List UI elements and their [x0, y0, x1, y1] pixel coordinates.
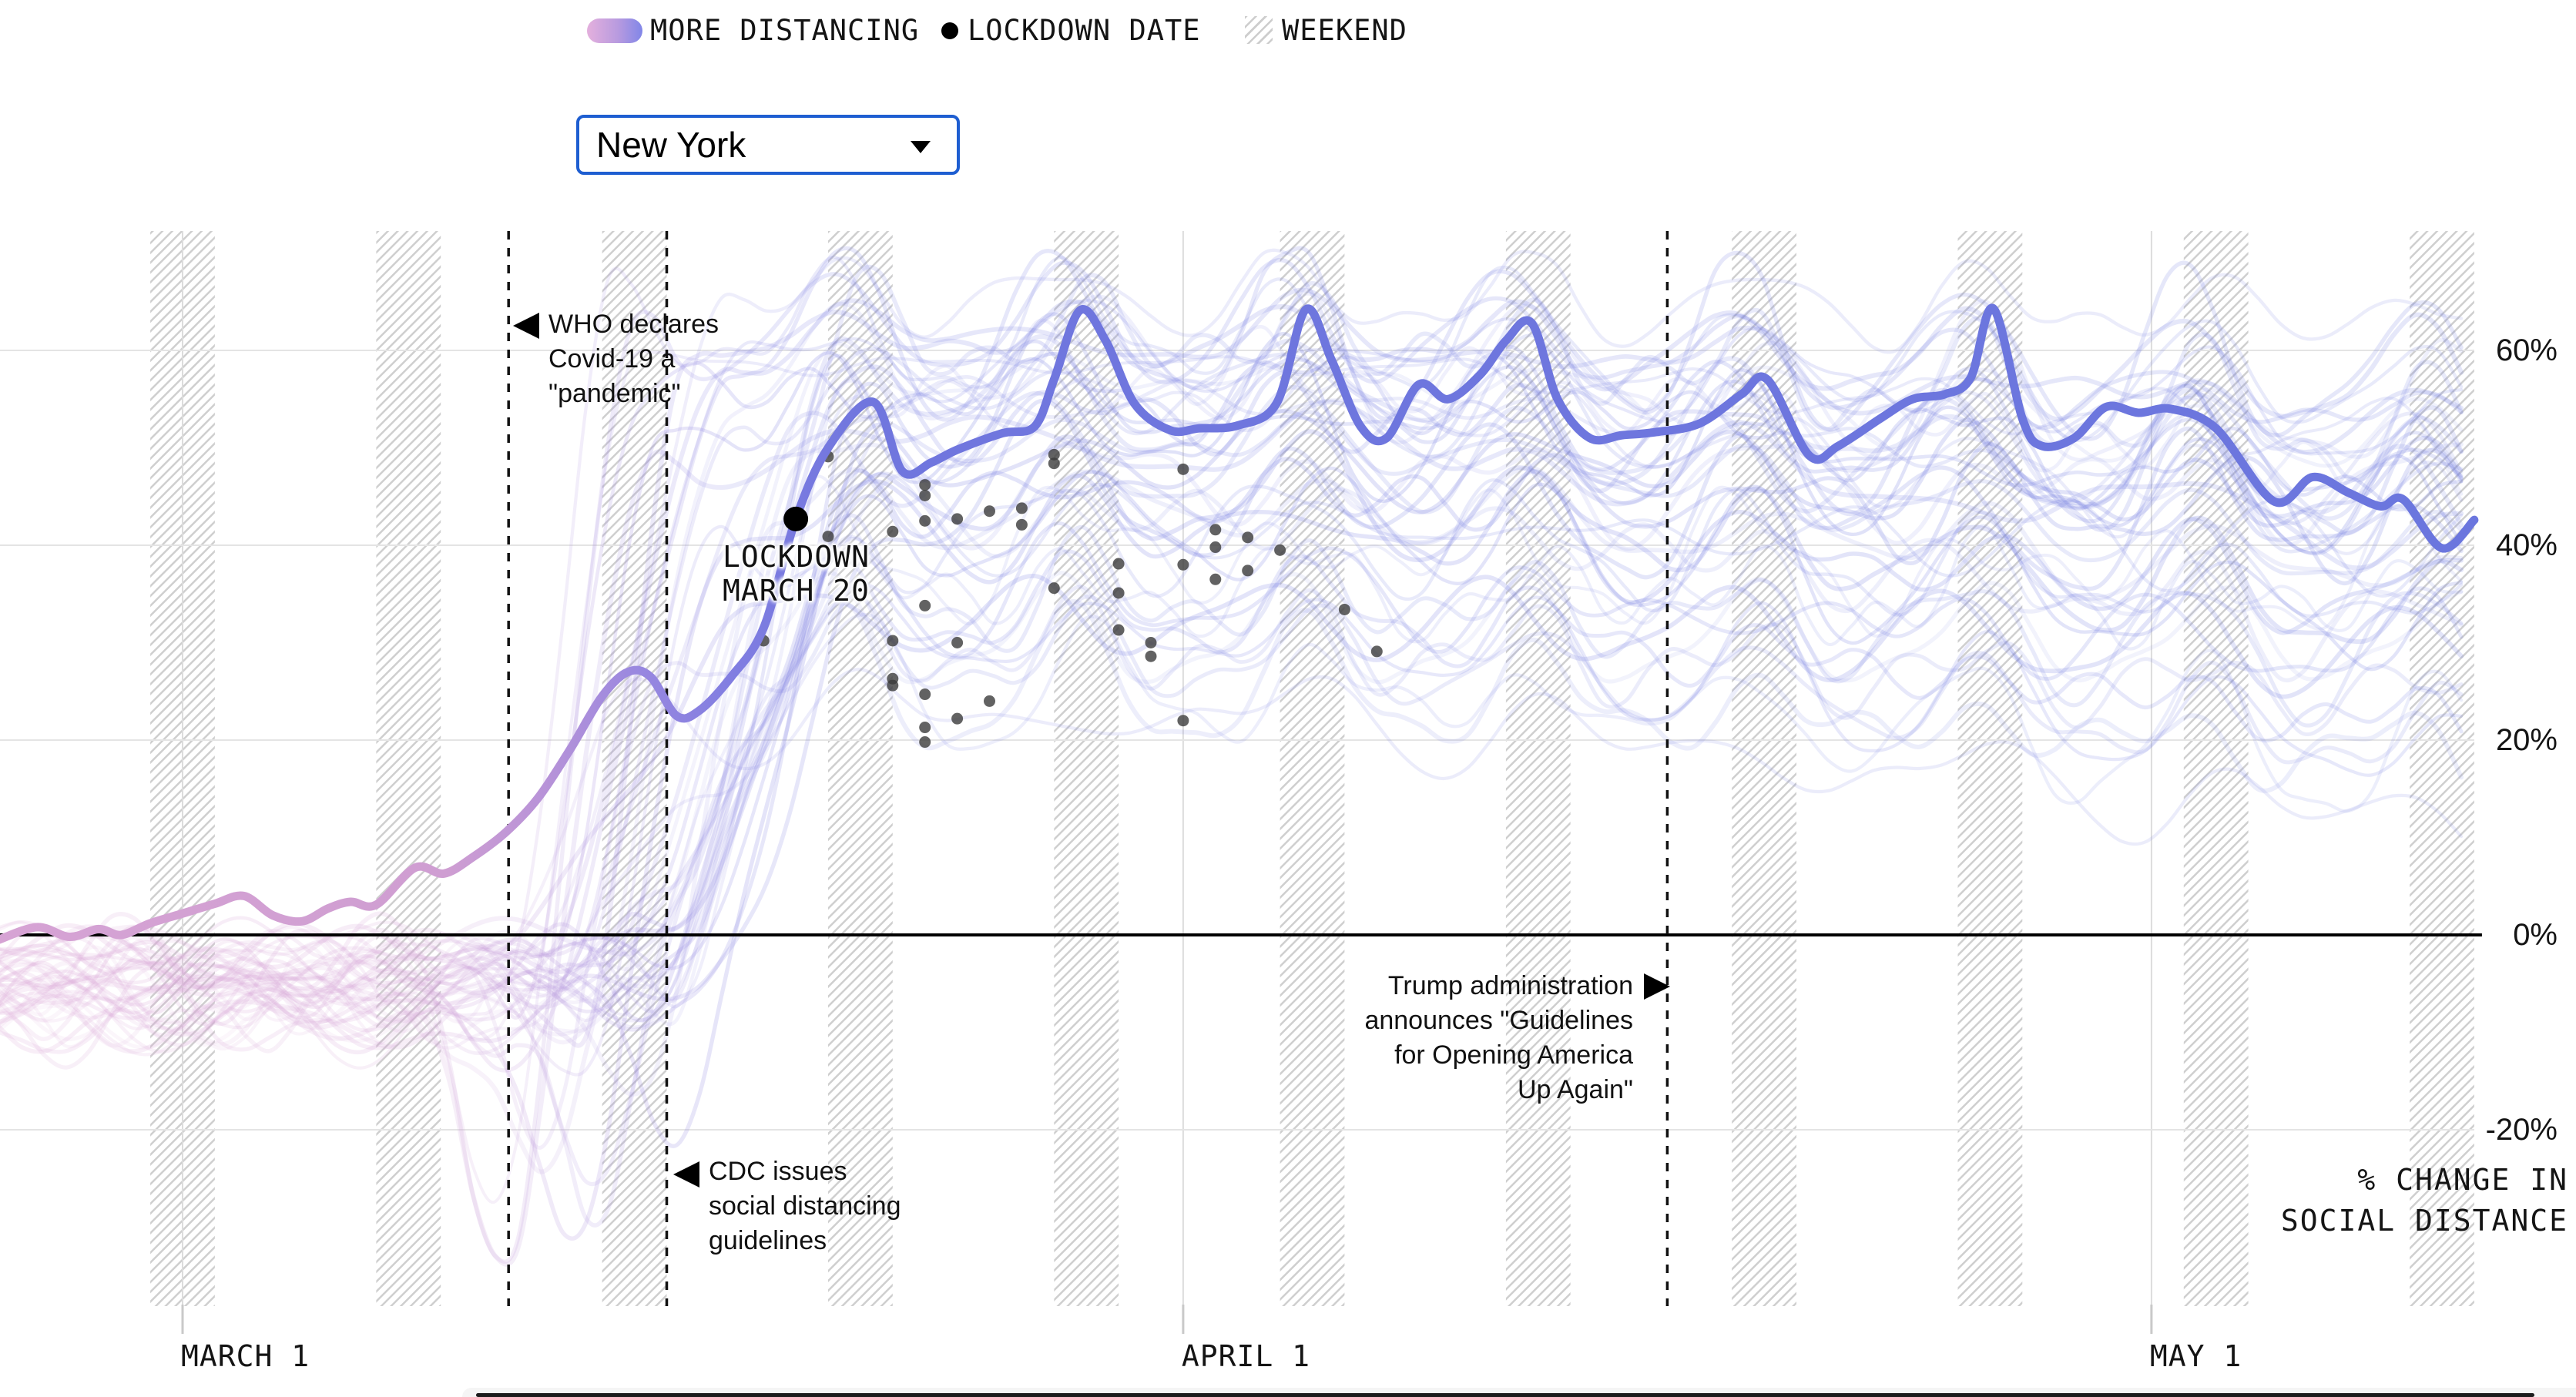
trump-annotation-arrow-icon	[1644, 973, 1670, 1000]
footer-scrubber-bar	[476, 1393, 2534, 1397]
lockdown-date-dot	[887, 635, 899, 647]
lockdown-date-dot	[1015, 502, 1028, 514]
ny-lockdown-label-line: MARCH 20	[723, 574, 870, 608]
lockdown-date-dot	[1112, 558, 1125, 570]
lockdown-date-dot	[984, 505, 995, 518]
lockdown-date-dot	[1177, 715, 1189, 727]
state-selector-value: New York	[596, 125, 746, 165]
chevron-down-icon	[911, 141, 931, 153]
new-york-line	[0, 303, 2479, 944]
weekend-hatch-icon	[1245, 16, 1273, 44]
legend-label-weekend: WEEKEND	[1282, 14, 1407, 47]
y-tick-label: 60%	[2495, 333, 2558, 367]
lockdown-date-dot	[1177, 463, 1189, 475]
y-axis-title-line: SOCIAL DISTANCE	[2280, 1204, 2568, 1238]
trump-annotation-line: announces "Guidelines	[1364, 1006, 1633, 1035]
lockdown-dot-icon	[941, 22, 958, 39]
x-tick-label: MAY 1	[2149, 1339, 2242, 1373]
more-distancing-gradient-icon	[587, 18, 642, 43]
y-axis-title: % CHANGE IN SOCIAL DISTANCE	[2080, 1160, 2568, 1241]
cdc-annotation-line: social distancing	[709, 1191, 901, 1221]
lockdown-date-dot	[1209, 524, 1222, 536]
lockdown-date-dot	[1015, 518, 1028, 531]
lockdown-date-dot	[1112, 624, 1125, 636]
y-axis-title-line: % CHANGE IN	[2357, 1163, 2568, 1197]
cdc-annotation-line: guidelines	[709, 1226, 827, 1255]
lockdown-date-dot	[919, 599, 931, 611]
y-tick-label: 0%	[2513, 918, 2558, 952]
lockdown-date-dot	[919, 489, 931, 501]
legend-label-lockdown-date: LOCKDOWN DATE	[968, 14, 1201, 47]
cdc-annotation-line: CDC issues	[709, 1157, 847, 1186]
trump-annotation-line: for Opening America	[1394, 1040, 1633, 1070]
ny-lockdown-label-line: LOCKDOWN	[723, 540, 870, 574]
ny-lockdown-dot	[783, 506, 809, 531]
legend: MORE DISTANCING LOCKDOWN DATE WEEKEND	[0, 0, 2576, 54]
y-tick-label: -20%	[2485, 1113, 2558, 1147]
lockdown-date-dot	[1177, 558, 1189, 571]
ny-lockdown-label: LOCKDOWN MARCH 20	[723, 540, 870, 608]
state-selector-dropdown[interactable]: New York	[576, 115, 960, 175]
legend-label-more-distancing: MORE DISTANCING	[650, 14, 920, 47]
who-annotation-line: WHO declares	[548, 310, 719, 339]
lockdown-date-dot	[1048, 457, 1060, 470]
lockdown-date-dot	[1145, 650, 1157, 662]
x-tick-label: MARCH 1	[181, 1339, 310, 1373]
state-lockdown-dots	[757, 448, 1383, 749]
lockdown-date-dot	[951, 513, 964, 525]
who-annotation: WHO declares Covid-19 a "pandemic"	[548, 307, 719, 411]
lockdown-date-dot	[951, 712, 964, 725]
lockdown-date-dot	[919, 736, 931, 749]
lockdown-date-dot	[887, 679, 899, 692]
lockdown-date-dot	[1242, 564, 1254, 577]
who-annotation-line: "pandemic"	[548, 379, 681, 408]
trump-annotation-line: Up Again"	[1517, 1075, 1633, 1104]
y-tick-label: 20%	[2495, 723, 2558, 757]
lockdown-date-dot	[822, 531, 834, 543]
x-tick-label: APRIL 1	[1181, 1339, 1311, 1373]
lockdown-date-dot	[887, 525, 899, 538]
weekend-band	[376, 231, 441, 1306]
cdc-annotation: CDC issues social distancing guidelines	[709, 1154, 901, 1258]
lockdown-date-dot	[951, 637, 964, 648]
lockdown-date-dot	[919, 514, 931, 527]
lockdown-date-dot	[1048, 448, 1060, 461]
trump-annotation-line: Trump administration	[1387, 971, 1633, 1000]
who-annotation-line: Covid-19 a	[548, 344, 676, 374]
lockdown-date-dot	[919, 479, 931, 491]
lockdown-date-dot	[1145, 637, 1157, 648]
cdc-annotation-arrow-icon	[673, 1161, 699, 1188]
lockdown-date-dot	[919, 688, 931, 701]
lockdown-date-dot	[1338, 603, 1350, 615]
lockdown-date-dot	[1370, 645, 1383, 658]
lockdown-date-dot	[1209, 541, 1222, 554]
who-annotation-arrow-icon	[513, 313, 539, 339]
lockdown-date-dot	[1112, 587, 1125, 599]
trump-annotation: Trump administration announces "Guidelin…	[1202, 969, 1633, 1107]
lockdown-date-dot	[1242, 531, 1254, 544]
background-state-lines	[0, 246, 2464, 1267]
lockdown-date-dot	[1048, 582, 1060, 595]
lockdown-date-dot	[984, 695, 995, 707]
lockdown-date-dot	[1209, 573, 1222, 585]
y-tick-label: 40%	[2495, 528, 2558, 562]
lockdown-date-dot	[1274, 544, 1286, 556]
lockdown-date-dot	[919, 722, 931, 734]
